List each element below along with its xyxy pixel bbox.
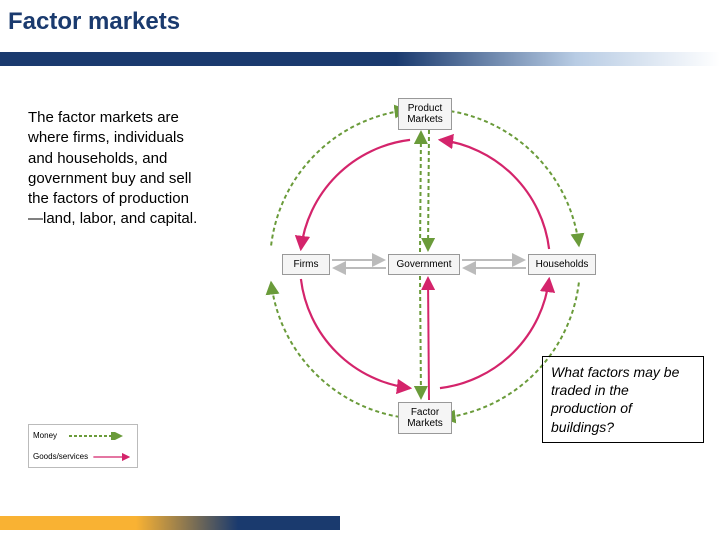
question-callout: What factors may be traded in the produc… bbox=[542, 356, 704, 443]
node-government: Government bbox=[388, 254, 460, 275]
node-product: ProductMarkets bbox=[398, 98, 452, 130]
legend-goods-label: Goods/services bbox=[33, 452, 88, 461]
legend: Money Goods/services bbox=[28, 424, 138, 468]
title-underline-bar bbox=[0, 52, 720, 66]
page-title: Factor markets bbox=[0, 0, 720, 40]
legend-goods-arrow bbox=[92, 453, 133, 461]
node-firms: Firms bbox=[282, 254, 330, 275]
legend-money-arrow bbox=[61, 432, 133, 440]
footer-accent-bar bbox=[0, 516, 340, 530]
legend-goods-row: Goods/services bbox=[29, 446, 137, 467]
legend-money-label: Money bbox=[33, 431, 57, 440]
legend-money-row: Money bbox=[29, 425, 137, 446]
body-paragraph: The factor markets are where firms, indi… bbox=[28, 108, 198, 230]
node-factor: FactorMarkets bbox=[398, 402, 452, 434]
node-households: Households bbox=[528, 254, 596, 275]
